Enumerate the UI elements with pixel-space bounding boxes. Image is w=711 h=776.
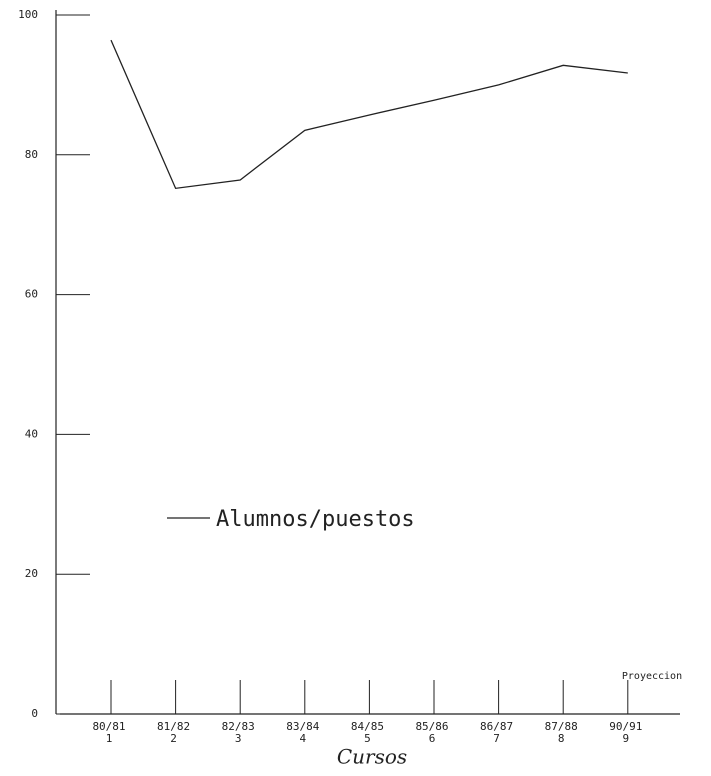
y-tick-label: 0	[31, 707, 38, 720]
x-tick-number: 1	[106, 732, 113, 745]
x-tick-label: 86/87	[480, 720, 513, 733]
x-tick-label: 81/82	[157, 720, 190, 733]
y-tick-label: 60	[25, 288, 38, 301]
legend-label: Alumnos/puestos	[216, 507, 415, 532]
x-tick-label: 84/85	[351, 720, 384, 733]
x-tick-label: 90/91	[609, 720, 642, 733]
x-tick-number: 3	[235, 732, 242, 745]
x-tick-number: 8	[558, 732, 565, 745]
x-tick-number: 6	[429, 732, 436, 745]
x-axis-label: Cursos	[337, 745, 407, 769]
x-tick-number: 7	[493, 732, 500, 745]
y-tick-label: 80	[25, 148, 38, 161]
data-line	[110, 39, 628, 190]
y-tick-label: 40	[25, 427, 38, 440]
x-tick-number: 4	[299, 732, 306, 745]
x-tick-number: 9	[622, 732, 629, 745]
x-tick-label: 85/86	[415, 720, 448, 733]
annotation: Proyeccion	[622, 671, 682, 682]
x-tick-label: 87/88	[545, 720, 578, 733]
x-tick-label: 82/83	[222, 720, 255, 733]
y-tick-label: 100	[18, 8, 38, 21]
y-tick-label: 20	[25, 567, 38, 580]
x-tick-label: 80/81	[92, 720, 125, 733]
x-tick-label: 83/84	[286, 720, 319, 733]
x-tick-number: 2	[170, 732, 177, 745]
x-tick-number: 5	[364, 732, 371, 745]
